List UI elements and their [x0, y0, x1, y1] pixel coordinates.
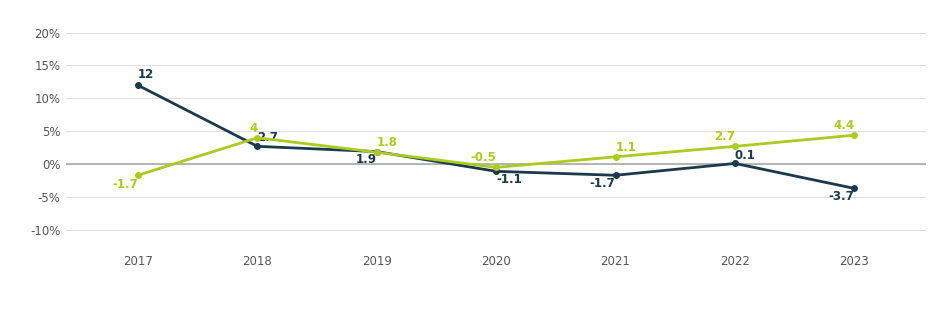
Legacy	[609, 155, 620, 159]
Line: ACAM: ACAM	[135, 82, 856, 191]
ACAM	[132, 83, 143, 87]
ACAM	[848, 187, 859, 190]
Legacy	[729, 144, 740, 148]
ACAM	[729, 162, 740, 165]
Text: 1.1: 1.1	[615, 140, 635, 154]
Legacy	[371, 150, 382, 154]
ACAM	[371, 150, 382, 154]
Text: 4: 4	[248, 122, 257, 134]
Text: -1.7: -1.7	[112, 179, 138, 191]
Legacy	[490, 165, 501, 169]
Text: -1.1: -1.1	[496, 173, 521, 186]
ACAM	[251, 144, 262, 148]
Legacy	[132, 173, 143, 177]
ACAM	[609, 173, 620, 177]
Text: 4.4: 4.4	[833, 119, 853, 132]
Text: -3.7: -3.7	[828, 190, 853, 203]
Text: 12: 12	[138, 68, 154, 81]
Text: 1.8: 1.8	[377, 136, 397, 149]
ACAM	[490, 169, 501, 173]
Text: 1.9: 1.9	[355, 153, 377, 166]
Legacy	[251, 136, 262, 140]
Text: -1.7: -1.7	[589, 177, 615, 190]
Text: -0.5: -0.5	[470, 151, 496, 164]
Text: 0.1: 0.1	[734, 148, 755, 162]
Legacy	[848, 133, 859, 137]
Line: Legacy: Legacy	[135, 132, 856, 178]
Text: 2.7: 2.7	[257, 132, 278, 145]
Text: 2.7: 2.7	[714, 130, 734, 143]
